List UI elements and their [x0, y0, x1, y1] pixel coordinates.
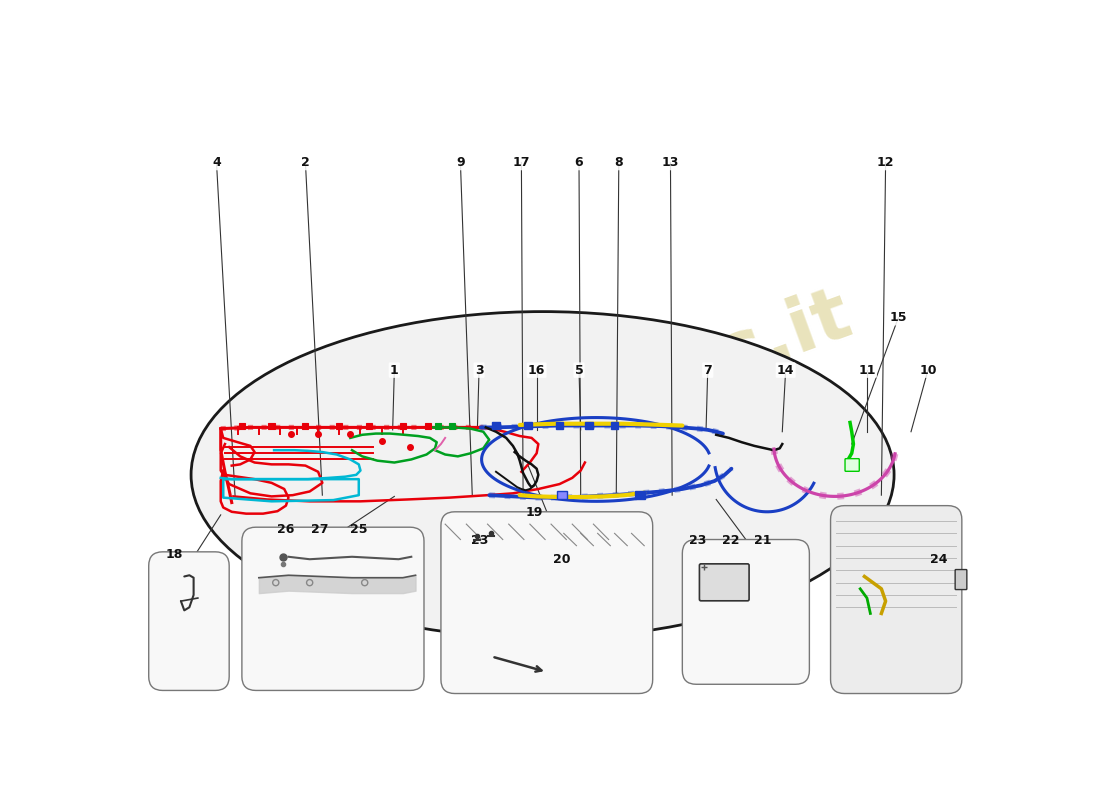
Text: 18: 18 — [166, 548, 183, 561]
Text: 22: 22 — [722, 534, 739, 547]
Bar — [636, 491, 645, 499]
Text: 23: 23 — [689, 534, 706, 547]
Text: 3: 3 — [475, 364, 483, 377]
Bar — [556, 422, 563, 430]
Text: 5: 5 — [574, 364, 583, 377]
Text: 7: 7 — [703, 364, 712, 377]
Text: 15: 15 — [890, 311, 908, 324]
Bar — [492, 422, 499, 430]
Text: 21: 21 — [755, 534, 772, 547]
Text: europaparts.it: europaparts.it — [265, 278, 862, 554]
Text: 1: 1 — [390, 364, 398, 377]
Text: 27: 27 — [311, 523, 329, 536]
Bar — [610, 422, 618, 430]
FancyBboxPatch shape — [955, 570, 967, 590]
Bar — [558, 491, 566, 499]
Bar — [268, 423, 275, 430]
FancyBboxPatch shape — [682, 539, 810, 684]
Text: 12: 12 — [877, 156, 894, 169]
Text: 16: 16 — [528, 364, 546, 377]
Text: 2: 2 — [301, 156, 310, 169]
Bar — [425, 423, 431, 430]
Text: 24: 24 — [930, 553, 947, 566]
FancyBboxPatch shape — [441, 512, 652, 694]
Text: 10: 10 — [920, 364, 937, 377]
Text: 14: 14 — [777, 364, 794, 377]
Text: la parte giusta: la parte giusta — [417, 410, 711, 545]
FancyBboxPatch shape — [845, 458, 859, 471]
Bar — [525, 422, 532, 430]
Bar — [302, 423, 308, 430]
Text: 11: 11 — [858, 364, 876, 377]
FancyBboxPatch shape — [700, 564, 749, 601]
Text: 25: 25 — [350, 523, 367, 536]
Text: 4: 4 — [212, 156, 221, 169]
Bar — [399, 423, 406, 430]
FancyBboxPatch shape — [148, 552, 229, 690]
Bar — [337, 423, 342, 430]
Bar — [366, 423, 372, 430]
Bar — [436, 423, 441, 430]
FancyBboxPatch shape — [242, 527, 424, 690]
FancyBboxPatch shape — [830, 506, 961, 694]
Text: 17: 17 — [513, 156, 530, 169]
Text: 20: 20 — [552, 553, 570, 566]
Bar — [239, 423, 245, 430]
Text: 13: 13 — [662, 156, 679, 169]
Text: 23: 23 — [471, 534, 488, 547]
Bar — [449, 423, 455, 430]
Ellipse shape — [191, 312, 894, 638]
Text: 9: 9 — [456, 156, 464, 169]
Text: 19: 19 — [526, 506, 543, 519]
Text: 26: 26 — [277, 523, 295, 536]
Bar — [585, 422, 593, 430]
Text: 6: 6 — [574, 156, 583, 169]
Text: 8: 8 — [615, 156, 623, 169]
